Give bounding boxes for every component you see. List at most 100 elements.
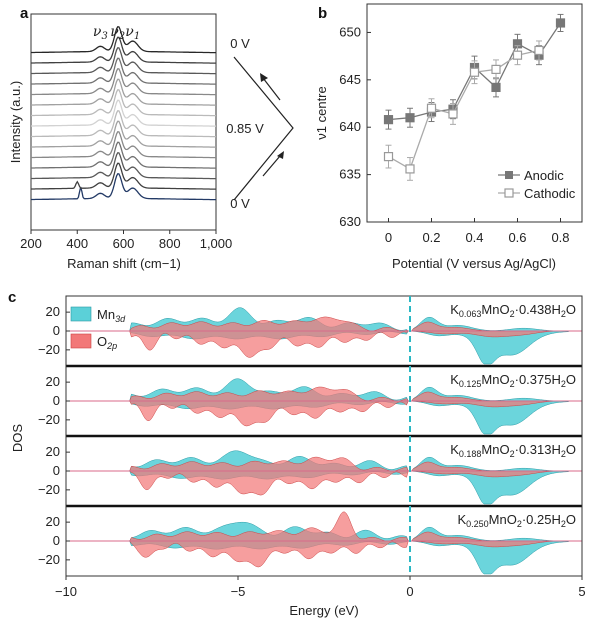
b-ytick-1: 635	[339, 167, 361, 182]
a-xtick-0: 200	[20, 236, 42, 251]
b-cathodic-point-4	[469, 67, 480, 77]
panel-c-frame	[65, 295, 583, 577]
c-o2p-down-4	[66, 540, 582, 568]
b-xlabel: Potential (V versus Ag/AgCl)	[392, 256, 556, 271]
b-xtick-2: 0.4	[465, 230, 483, 245]
b-cathodic-point-0	[383, 152, 394, 162]
c-xtick-1: −5	[231, 584, 246, 599]
c-o2p-down-3	[66, 470, 582, 496]
b-ytick-4: 650	[339, 24, 361, 39]
a-xtick-1: 400	[66, 236, 88, 251]
c-ytick-3-1: 0	[53, 463, 60, 478]
b-legend: Anodic Cathodic	[498, 168, 576, 201]
c-composition-3: K0.188MnO2·0.313H2O	[450, 442, 576, 459]
c-ytick-4-1: 0	[53, 533, 60, 548]
panel-b-label: b	[318, 5, 327, 22]
a-potential-mid: 0.85 V	[226, 121, 264, 136]
c-legend: Mn3d O2p	[70, 306, 126, 351]
c-composition-2: K0.125MnO2·0.375H2O	[450, 372, 576, 389]
a-arrow-up-head	[260, 73, 268, 82]
b-anodic-point-1	[405, 113, 415, 123]
a-spectrum-15	[31, 26, 216, 54]
c-legend-o-swatch	[70, 333, 92, 349]
a-peak-label-2: ν1	[125, 24, 140, 42]
c-xtick-0: −10	[55, 584, 77, 599]
b-xtick-0: 0	[385, 230, 392, 245]
a-peak-label-1: ν2	[110, 24, 125, 42]
c-legend-o: O2p	[97, 334, 117, 351]
b-cathodic-point-7	[534, 45, 544, 56]
b-cathodic-point-6	[512, 50, 523, 60]
c-ytick-1-0: 20	[46, 304, 60, 319]
a-arrow-down-head	[277, 151, 284, 159]
a-spectrum-3	[31, 152, 216, 180]
a-spectra	[31, 26, 216, 201]
c-o2p-up-3	[66, 456, 582, 472]
a-xticks: 200 400 600 800 1,000	[20, 230, 232, 251]
b-series	[383, 13, 566, 181]
b-anodic-point-8	[555, 18, 566, 28]
b-xtick-1: 0.2	[422, 230, 440, 245]
b-cathodic-point-1	[405, 164, 415, 174]
b-legend-anodic: Anodic	[524, 168, 564, 183]
b-legend-cathodic: Cathodic	[524, 186, 576, 201]
c-xtick-3: 5	[578, 584, 585, 599]
c-ytick-4-0: 20	[46, 514, 60, 529]
a-peak-labels: ν3 ν2 ν1	[93, 24, 140, 42]
b-ylabel: ν1 centre	[314, 86, 329, 139]
c-xticks: −10 −5 0 5	[55, 576, 586, 599]
b-cathodic-point-2	[426, 103, 437, 113]
b-ytick-2: 640	[339, 119, 361, 134]
a-spectrum-9	[31, 89, 216, 117]
c-ytick-4-2: −20	[38, 552, 60, 567]
a-spectrum-2	[31, 162, 216, 190]
b-ytick-0: 630	[339, 214, 361, 229]
a-arrow-up	[262, 77, 281, 101]
c-ytick-2-2: −20	[38, 412, 60, 427]
a-spectrum-4	[31, 141, 216, 169]
c-ytick-2-1: 0	[53, 393, 60, 408]
c-o2p-down-2	[66, 400, 582, 427]
panel-a-label: a	[20, 5, 29, 22]
c-legend-mn: Mn3d	[97, 307, 126, 324]
c-ytick-3-2: −20	[38, 482, 60, 497]
a-spectrum-1	[31, 173, 216, 201]
c-ytick-3-0: 20	[46, 444, 60, 459]
panel-a-frame	[30, 13, 217, 231]
a-spectrum-7	[31, 110, 216, 138]
a-spectrum-13	[31, 47, 216, 75]
a-spectrum-5	[31, 131, 216, 159]
a-spectrum-14	[31, 36, 216, 64]
b-ytick-3: 645	[339, 72, 361, 87]
b-cathodic-line	[388, 49, 540, 170]
a-arrow-down	[262, 155, 281, 177]
a-spectrum-11	[31, 68, 216, 96]
c-subplot-2: 20 0 −20 K0.125MnO2·0.375H2O	[38, 364, 582, 435]
c-ytick-1-2: −20	[38, 342, 60, 357]
c-subplot-1: 20 0 −20 K0.063MnO2·0.438H2O	[38, 302, 582, 365]
a-spectrum-12	[31, 57, 216, 85]
a-ylabel: Intensity (a.u.)	[8, 81, 23, 163]
a-potential-bottom: 0 V	[230, 196, 250, 211]
panel-c: c 20 0 −20 K0.063MnO2·0.438H2O 20 0 −20 K0.125M…	[8, 289, 586, 618]
a-xtick-3: 800	[159, 236, 181, 251]
c-composition-4: K0.250MnO2·0.25H2O	[457, 512, 576, 529]
a-spectrum-6	[31, 120, 216, 148]
c-legend-mn-swatch	[70, 306, 92, 322]
b-cathodic-point-3	[448, 109, 458, 119]
b-anodic-point-0	[383, 115, 394, 125]
c-ytick-1-1: 0	[53, 323, 60, 338]
b-xtick-3: 0.6	[508, 230, 526, 245]
c-subplot-3: 20 0 −20 K0.188MnO2·0.313H2O	[38, 434, 582, 505]
panel-b: b 0 0.2 0.4 0.6 0.8 630 635 640 645 650 Potential…	[314, 3, 583, 271]
b-legend-cathodic-marker	[504, 188, 514, 198]
a-spectrum-8	[31, 99, 216, 127]
a-spectrum-10	[31, 78, 216, 106]
b-axes: 0 0.2 0.4 0.6 0.8 630 635 640 645 650	[339, 24, 569, 245]
c-o2p-up-1	[66, 316, 582, 332]
a-potential-top: 0 V	[230, 36, 250, 51]
c-xtick-2: 0	[406, 584, 413, 599]
c-ytick-2-0: 20	[46, 374, 60, 389]
a-xtick-2: 600	[113, 236, 135, 251]
